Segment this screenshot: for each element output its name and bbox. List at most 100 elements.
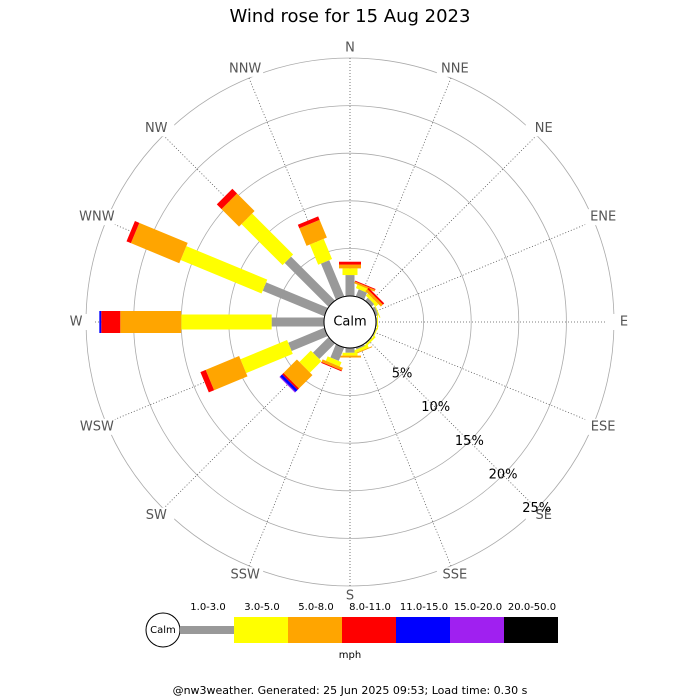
direction-label: SE xyxy=(536,508,552,523)
wind-bar xyxy=(279,376,296,393)
wind-bar xyxy=(321,362,342,372)
spoke xyxy=(368,340,537,509)
label-bg xyxy=(58,314,94,330)
label-bg xyxy=(227,60,264,77)
wind-bar xyxy=(354,280,376,290)
chart-title: Wind rose for 15 Aug 2023 xyxy=(230,6,471,27)
wind-bar xyxy=(120,311,182,333)
label-bg xyxy=(78,209,115,226)
direction-label: NE xyxy=(535,121,553,136)
direction-label: SSW xyxy=(230,568,260,583)
wind-bar xyxy=(299,350,322,373)
wind-bar xyxy=(130,222,188,264)
direction-label: NW xyxy=(145,121,168,136)
wind-bar xyxy=(365,293,379,307)
wind-bar xyxy=(241,213,294,266)
wind-bar xyxy=(240,339,293,374)
legend-swatch xyxy=(234,617,288,643)
label-bg xyxy=(525,120,562,137)
wind-bar xyxy=(280,374,298,392)
r-tick-label: 25% xyxy=(522,501,551,516)
legend-label: 20.0-50.0 xyxy=(508,602,556,613)
legend-swatch xyxy=(288,617,342,643)
direction-label: W xyxy=(70,315,83,330)
wind-bar xyxy=(372,306,379,317)
spoke xyxy=(368,135,537,304)
wind-bar xyxy=(262,282,328,317)
wind-bar xyxy=(309,238,333,265)
legend-calm-label: Calm xyxy=(150,625,176,636)
spoke xyxy=(359,345,452,567)
legend-label: 8.0-11.0 xyxy=(349,602,391,613)
wind-bar xyxy=(345,348,355,353)
spoke xyxy=(373,220,595,313)
direction-label: NNE xyxy=(441,61,469,76)
label-bg xyxy=(332,588,368,604)
legend-swatch xyxy=(504,617,558,643)
wind-bar xyxy=(330,344,345,361)
wind-bar xyxy=(339,261,361,265)
wind-bar xyxy=(99,311,102,333)
wind-bar xyxy=(373,303,381,318)
wind-bar xyxy=(365,289,383,307)
spoke xyxy=(359,77,452,299)
direction-label: WSW xyxy=(80,419,114,434)
wind-bar xyxy=(200,369,215,393)
footer: @nw3weather. Generated: 25 Jun 2025 09:5… xyxy=(173,684,528,697)
wind-bar xyxy=(216,188,238,210)
wind-bar xyxy=(181,314,272,330)
direction-label: SW xyxy=(146,508,167,523)
label-bg xyxy=(138,120,175,137)
wind-bar xyxy=(355,344,365,350)
direction-label: ESE xyxy=(591,419,616,434)
label-bg xyxy=(138,507,175,524)
wind-bar xyxy=(325,356,342,367)
legend-swatch xyxy=(180,626,234,634)
label-bg xyxy=(585,209,622,226)
legend-label: 5.0-8.0 xyxy=(298,602,333,613)
wind-bar xyxy=(205,356,248,391)
wind-bar xyxy=(363,335,376,348)
wind-bar xyxy=(339,264,361,269)
wind-bar xyxy=(180,246,268,294)
legend-label: 11.0-15.0 xyxy=(400,602,448,613)
spoke xyxy=(248,345,341,567)
label-bg xyxy=(436,60,473,77)
wind-bar xyxy=(288,327,328,352)
wind-bar xyxy=(283,359,313,389)
label-bg xyxy=(332,40,368,56)
wind-bar xyxy=(339,355,361,358)
wind-bar xyxy=(320,260,345,300)
wind-bar xyxy=(365,297,375,307)
r-tick-label: 10% xyxy=(421,400,450,415)
direction-label: WNW xyxy=(79,210,115,225)
calm-circle xyxy=(323,295,377,349)
legend-swatch xyxy=(342,617,396,643)
r-tick-label: 15% xyxy=(455,434,484,449)
wind-bar xyxy=(312,337,335,360)
legend-swatch xyxy=(450,617,504,643)
direction-label: NNW xyxy=(229,61,261,76)
wind-bar xyxy=(271,317,324,327)
direction-label: N xyxy=(345,41,355,56)
direction-label: E xyxy=(620,315,628,330)
wind-bar xyxy=(282,372,300,390)
wind-bar xyxy=(345,275,355,296)
r-tick-label: 5% xyxy=(392,367,413,382)
wind-bar xyxy=(284,256,335,307)
label-bg xyxy=(525,507,562,524)
legend-label: 3.0-5.0 xyxy=(244,602,279,613)
legend-unit: mph xyxy=(339,650,361,661)
legend-label: 15.0-20.0 xyxy=(454,602,502,613)
label-bg xyxy=(436,567,473,584)
legend-label: 1.0-3.0 xyxy=(190,602,225,613)
wind-bar xyxy=(297,216,320,229)
spoke xyxy=(373,331,595,424)
wind-bar xyxy=(342,352,358,356)
wind-bar xyxy=(101,311,121,333)
wind-bar xyxy=(299,219,327,246)
wind-bar xyxy=(126,221,140,244)
direction-label: S xyxy=(346,589,354,604)
wind-bar xyxy=(342,268,358,276)
